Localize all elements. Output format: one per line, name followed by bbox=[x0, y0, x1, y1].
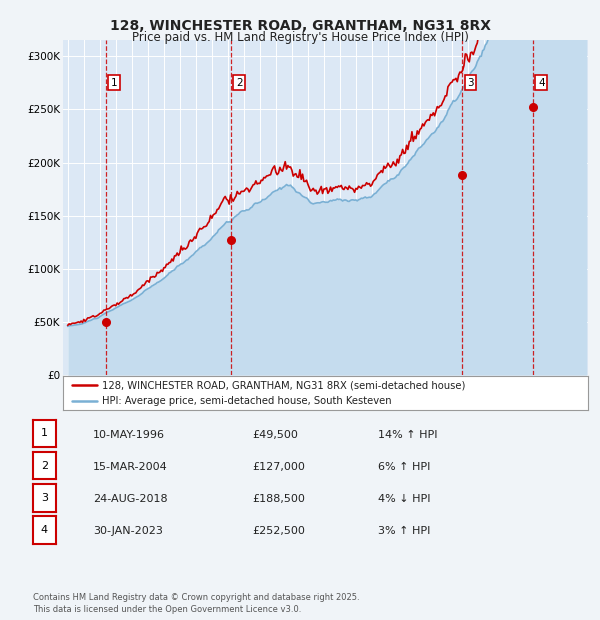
Text: £49,500: £49,500 bbox=[252, 430, 298, 440]
Text: Price paid vs. HM Land Registry's House Price Index (HPI): Price paid vs. HM Land Registry's House … bbox=[131, 31, 469, 44]
Text: 14% ↑ HPI: 14% ↑ HPI bbox=[378, 430, 437, 440]
Text: 128, WINCHESTER ROAD, GRANTHAM, NG31 8RX (semi-detached house): 128, WINCHESTER ROAD, GRANTHAM, NG31 8RX… bbox=[103, 380, 466, 390]
Text: 4: 4 bbox=[41, 525, 48, 535]
Text: 3% ↑ HPI: 3% ↑ HPI bbox=[378, 526, 430, 536]
Text: £188,500: £188,500 bbox=[252, 494, 305, 504]
Text: £252,500: £252,500 bbox=[252, 526, 305, 536]
Text: 3: 3 bbox=[467, 78, 474, 88]
Text: 4% ↓ HPI: 4% ↓ HPI bbox=[378, 494, 431, 504]
Text: 128, WINCHESTER ROAD, GRANTHAM, NG31 8RX: 128, WINCHESTER ROAD, GRANTHAM, NG31 8RX bbox=[110, 19, 491, 33]
Text: HPI: Average price, semi-detached house, South Kesteven: HPI: Average price, semi-detached house,… bbox=[103, 396, 392, 406]
Text: 30-JAN-2023: 30-JAN-2023 bbox=[93, 526, 163, 536]
Text: 24-AUG-2018: 24-AUG-2018 bbox=[93, 494, 167, 504]
Text: 10-MAY-1996: 10-MAY-1996 bbox=[93, 430, 165, 440]
Text: 15-MAR-2004: 15-MAR-2004 bbox=[93, 462, 168, 472]
Text: 1: 1 bbox=[41, 428, 48, 438]
Text: 4: 4 bbox=[538, 78, 545, 88]
Text: 3: 3 bbox=[41, 493, 48, 503]
Text: 2: 2 bbox=[236, 78, 242, 88]
Text: £127,000: £127,000 bbox=[252, 462, 305, 472]
Text: Contains HM Land Registry data © Crown copyright and database right 2025.
This d: Contains HM Land Registry data © Crown c… bbox=[33, 593, 359, 614]
Text: 1: 1 bbox=[110, 78, 117, 88]
Text: 6% ↑ HPI: 6% ↑ HPI bbox=[378, 462, 430, 472]
Text: 2: 2 bbox=[41, 461, 48, 471]
